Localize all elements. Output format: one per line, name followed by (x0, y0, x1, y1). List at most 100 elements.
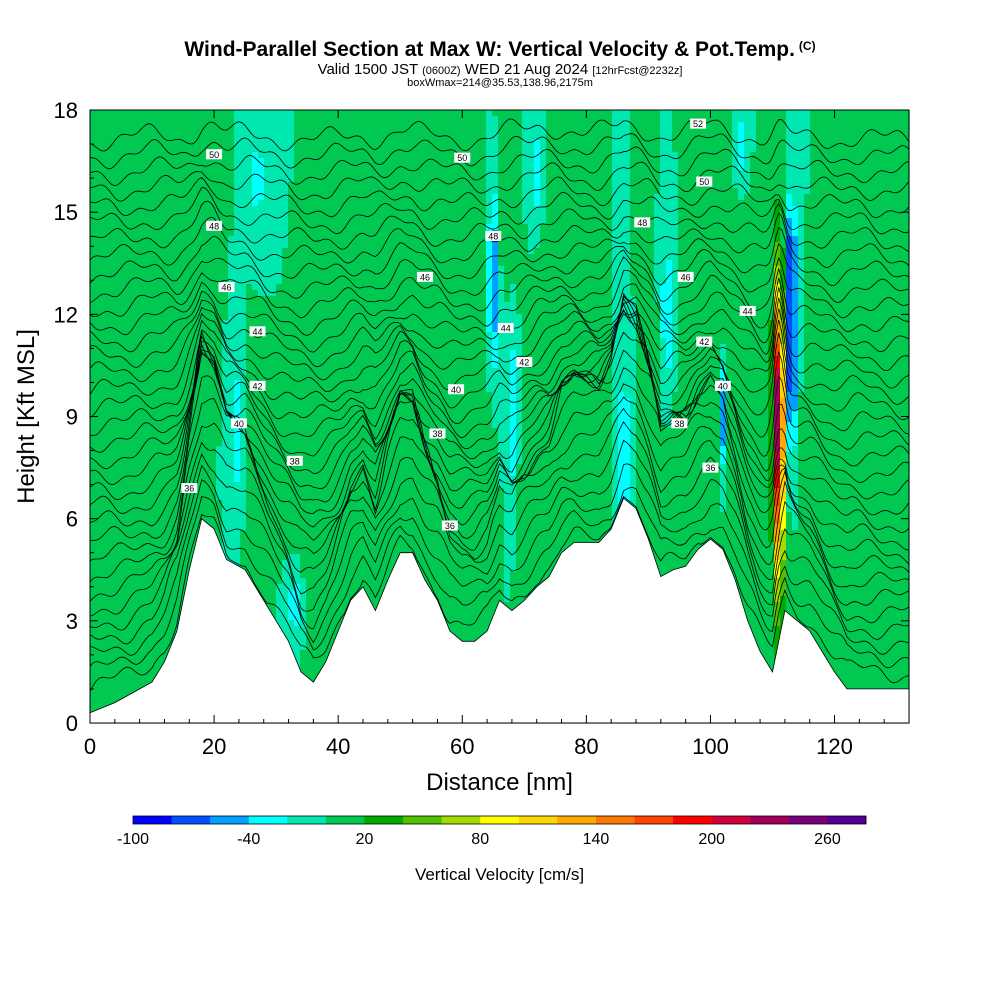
field-cell (120, 182, 127, 189)
field-cell (222, 314, 229, 321)
field-cell (252, 140, 259, 147)
field-cell (300, 140, 307, 147)
field-cell (240, 434, 247, 441)
field-cell (156, 452, 163, 459)
field-cell (342, 482, 349, 489)
field-cell (348, 170, 355, 177)
field-cell (192, 182, 199, 189)
field-cell (132, 524, 139, 531)
field-cell (150, 626, 157, 633)
field-cell (210, 380, 217, 387)
field-cell (138, 566, 145, 573)
field-cell (168, 548, 175, 555)
field-cell (288, 638, 295, 645)
field-cell (276, 110, 283, 117)
field-cell (132, 530, 139, 537)
field-cell (276, 116, 283, 123)
field-cell (282, 182, 289, 189)
field-cell (222, 356, 229, 363)
field-cell (240, 482, 247, 489)
field-cell (264, 524, 271, 531)
field-cell (168, 368, 175, 375)
field-cell (330, 284, 337, 291)
field-cell (222, 266, 229, 273)
field-cell (360, 248, 367, 255)
field-cell (192, 446, 199, 453)
field-cell (228, 530, 235, 537)
field-cell (282, 338, 289, 345)
field-cell (108, 698, 115, 705)
field-cell (114, 290, 121, 297)
field-cell (348, 524, 355, 531)
field-cell (264, 272, 271, 279)
field-cell (354, 356, 361, 363)
field-cell (294, 512, 301, 519)
field-cell (312, 122, 319, 129)
field-cell (222, 500, 229, 507)
field-cell (276, 512, 283, 519)
field-cell (114, 128, 121, 135)
field-cell (300, 440, 307, 447)
field-cell (366, 428, 373, 435)
field-cell (264, 446, 271, 453)
field-cell (294, 218, 301, 225)
field-cell (222, 386, 229, 393)
field-cell (174, 428, 181, 435)
field-cell (102, 554, 109, 561)
field-cell (192, 314, 199, 321)
field-cell (138, 596, 145, 603)
field-cell (366, 338, 373, 345)
field-cell (108, 386, 115, 393)
field-cell (342, 344, 349, 351)
field-cell (210, 122, 217, 129)
field-cell (132, 416, 139, 423)
field-cell (228, 410, 235, 417)
field-cell (330, 476, 337, 483)
field-cell (180, 176, 187, 183)
field-cell (324, 416, 331, 423)
field-cell (90, 332, 97, 339)
field-cell (102, 542, 109, 549)
field-cell (246, 518, 253, 525)
field-cell (204, 512, 211, 519)
field-cell (270, 512, 277, 519)
field-cell (144, 482, 151, 489)
field-cell (144, 230, 151, 237)
field-cell (150, 284, 157, 291)
field-cell (192, 200, 199, 207)
field-cell (282, 476, 289, 483)
field-cell (228, 170, 235, 177)
field-cell (318, 164, 325, 171)
field-cell (216, 464, 223, 471)
field-cell (144, 554, 151, 561)
field-cell (312, 194, 319, 201)
field-cell (372, 122, 379, 129)
field-cell (102, 290, 109, 297)
field-cell (150, 338, 157, 345)
field-cell (120, 356, 127, 363)
field-cell (336, 566, 343, 573)
field-cell (300, 668, 307, 675)
field-cell (174, 236, 181, 243)
field-cell (354, 314, 361, 321)
field-cell (102, 668, 109, 675)
field-cell (114, 674, 121, 681)
field-cell (246, 182, 253, 189)
field-cell (270, 110, 277, 117)
field-cell (108, 650, 115, 657)
field-cell (168, 134, 175, 141)
field-cell (156, 338, 163, 345)
field-cell (300, 272, 307, 279)
field-cell (90, 578, 97, 585)
field-cell (108, 470, 115, 477)
field-cell (282, 206, 289, 213)
field-cell (318, 440, 325, 447)
field-cell (234, 254, 241, 261)
field-cell (318, 404, 325, 411)
field-cell (228, 116, 235, 123)
field-cell (348, 152, 355, 159)
field-cell (204, 254, 211, 261)
field-cell (360, 416, 367, 423)
field-cell (294, 146, 301, 153)
field-cell (360, 326, 367, 333)
